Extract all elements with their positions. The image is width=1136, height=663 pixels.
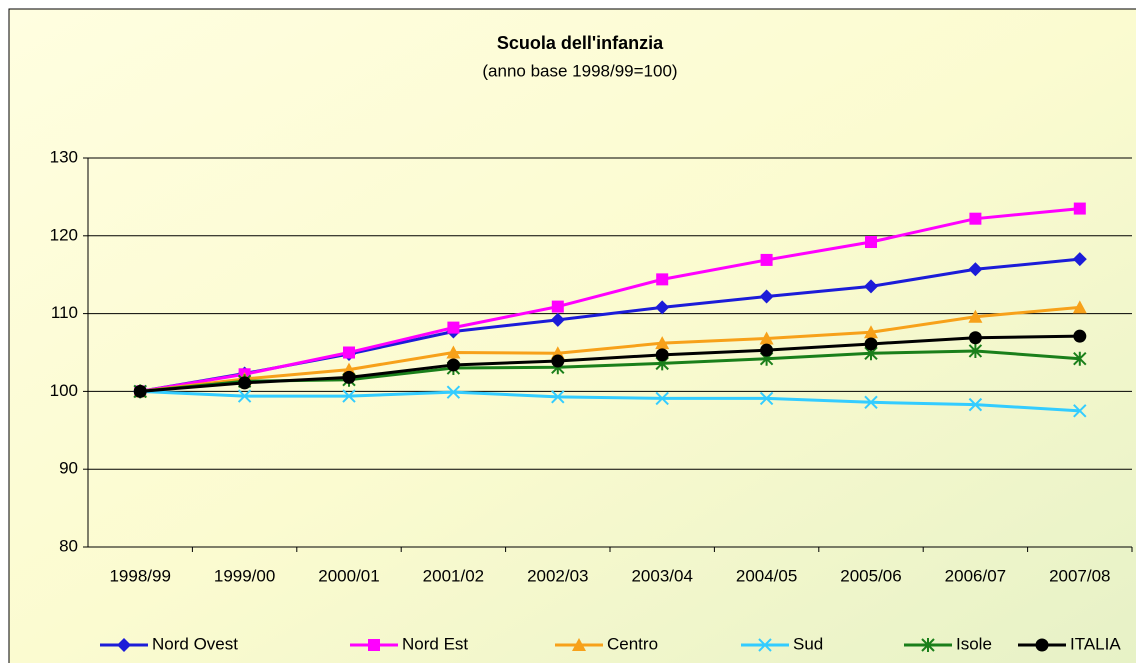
marker [656,273,669,286]
marker [1072,300,1087,314]
marker [1073,329,1087,343]
series-line [139,207,1080,393]
marker [864,325,878,339]
marker [447,321,460,334]
marker [759,289,774,304]
y-tick-label: 80 [59,536,78,555]
x-tick-label: 2002/03 [527,566,588,585]
marker [133,384,147,398]
marker [921,638,935,652]
x-tick-label: 2000/01 [318,566,379,585]
series-line [140,334,1080,393]
marker [655,300,670,315]
y-tick-label: 90 [59,459,78,478]
marker [572,638,586,651]
x-tick-label: 2001/02 [423,566,484,585]
legend-label: Sud [793,634,823,653]
x-tick-label: 1999/00 [214,566,275,585]
chart-background [8,8,1136,663]
x-tick-label: 2003/04 [631,566,692,585]
marker [655,336,670,350]
marker [969,212,982,225]
marker [446,358,460,372]
marker [551,354,565,368]
marker [1073,351,1087,366]
marker [446,385,461,399]
legend-label: Centro [607,634,658,653]
legend-label: ITALIA [1070,634,1121,653]
y-tick-label: 100 [50,381,78,400]
marker [237,389,252,403]
marker [758,638,772,652]
marker [865,236,877,249]
marker [655,348,669,362]
marker [968,331,982,345]
marker [968,397,983,412]
marker [368,639,380,651]
legend-label: Nord Ovest [152,634,238,653]
marker [760,343,774,357]
marker [1073,404,1087,418]
marker [655,391,669,406]
marker [1073,202,1086,215]
marker [1035,638,1049,652]
series-line [140,305,1080,393]
marker [551,390,565,404]
chart-title: Scuola dell'infanzia [497,33,664,53]
marker [968,343,983,358]
y-tick-label: 110 [51,303,78,322]
marker [117,638,131,652]
chart-subtitle: (anno base 1998/99=100) [482,61,677,80]
marker [759,331,774,345]
x-tick-label: 1998/99 [109,566,170,585]
y-tick-label: 130 [50,147,78,166]
marker [343,346,355,359]
marker [551,300,564,313]
marker [238,376,252,390]
legend-label: Isole [956,634,992,653]
x-tick-label: 2006/07 [945,566,1006,585]
marker [1072,252,1087,267]
marker [864,279,878,294]
marker [759,391,774,406]
marker [864,337,878,351]
marker [342,389,356,403]
marker [864,395,878,409]
marker [760,253,773,266]
legend-label: Nord Est [402,634,468,653]
x-tick-label: 2007/08 [1049,566,1110,585]
marker [968,262,983,277]
y-tick-label: 120 [50,225,78,244]
marker [446,345,461,359]
marker [968,309,983,323]
x-tick-label: 2004/05 [736,566,797,585]
x-tick-label: 2005/06 [840,566,901,585]
marker [342,370,356,384]
series-line [140,389,1080,413]
marker [550,312,565,327]
